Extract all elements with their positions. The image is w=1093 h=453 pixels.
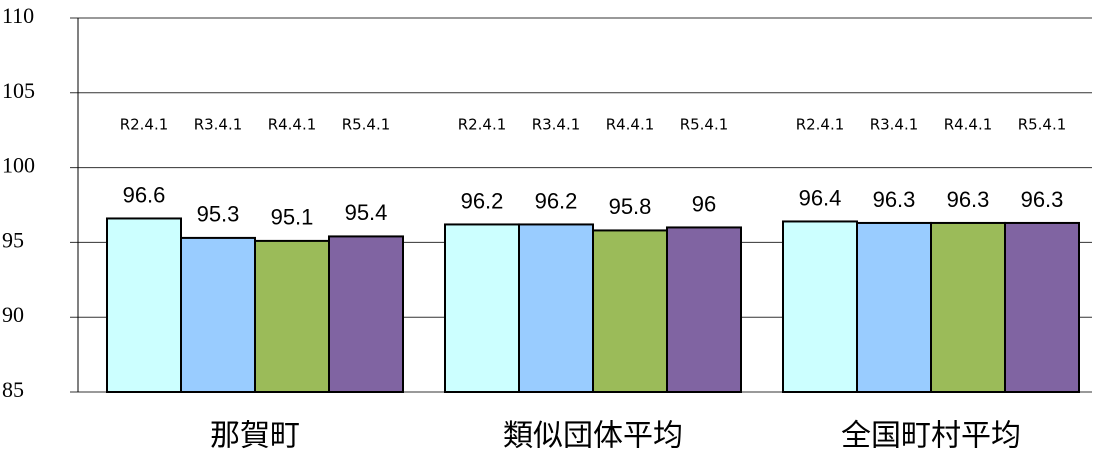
value-label: 96.3 (947, 187, 990, 212)
bar (444, 223, 520, 393)
y-tick-label: 85 (2, 377, 24, 402)
bar (106, 217, 182, 393)
y-tick-label: 100 (2, 153, 35, 178)
value-label: 96.3 (1021, 187, 1064, 212)
value-label: 95.3 (197, 202, 240, 227)
bar (180, 236, 256, 393)
series-label: R5.4.1 (680, 116, 729, 134)
series-label: R5.4.1 (1018, 116, 1067, 134)
series-label: R2.4.1 (458, 116, 507, 134)
bar (592, 229, 668, 393)
series-label: R4.4.1 (268, 116, 317, 134)
bar (930, 221, 1006, 393)
series-label: R3.4.1 (532, 116, 581, 134)
bar (254, 239, 330, 393)
series-label: R3.4.1 (870, 116, 919, 134)
series-label: R2.4.1 (796, 116, 845, 134)
series-label: R5.4.1 (342, 116, 391, 134)
value-label: 96.2 (535, 188, 578, 213)
y-tick-label: 90 (2, 302, 24, 327)
value-label: 95.1 (271, 205, 314, 230)
bar (328, 235, 404, 393)
y-tick-label: 95 (2, 227, 24, 252)
value-label: 95.4 (345, 200, 388, 225)
bar (856, 221, 932, 393)
series-label: R3.4.1 (194, 116, 243, 134)
value-label: 96.4 (799, 185, 842, 210)
value-label: 95.8 (609, 194, 652, 219)
y-tick-label: 110 (2, 3, 34, 28)
value-label: 96.6 (123, 182, 166, 207)
series-label: R4.4.1 (944, 116, 993, 134)
bar (782, 220, 858, 393)
value-label: 96 (692, 191, 716, 216)
series-label: R2.4.1 (120, 116, 169, 134)
bar (666, 226, 742, 393)
bar (518, 223, 594, 393)
bar (1004, 221, 1080, 393)
value-label: 96.3 (873, 187, 916, 212)
x-tick-label: 類似団体平均 (503, 419, 683, 453)
series-label: R4.4.1 (606, 116, 655, 134)
value-label: 96.2 (461, 188, 504, 213)
x-tick-label: 那賀町 (210, 419, 300, 453)
x-tick-label: 全国町村平均 (841, 419, 1021, 453)
y-tick-label: 105 (2, 78, 35, 103)
